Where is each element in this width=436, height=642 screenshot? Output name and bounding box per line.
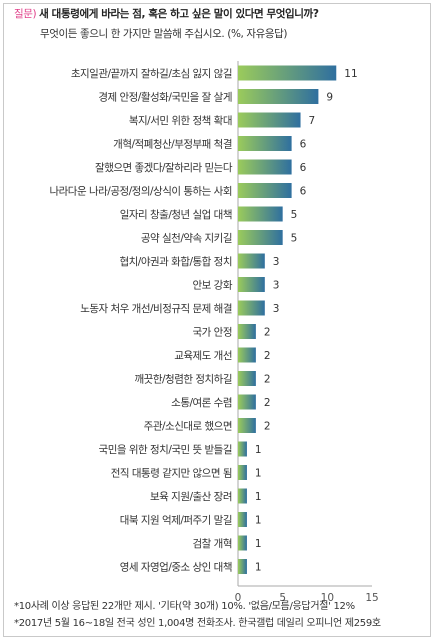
data-label: 6 bbox=[300, 139, 307, 151]
category-label: 경제 안정/활성화/국민을 잘 살게 bbox=[98, 91, 232, 104]
data-label: 5 bbox=[291, 233, 298, 245]
question-text: 새 대통령에게 바라는 점, 혹은 하고 싶은 말이 있다면 무엇입니까? bbox=[39, 8, 319, 20]
data-label: 3 bbox=[273, 256, 280, 268]
category-label: 초지일관/끝까지 잘하길/초심 잃지 않길 bbox=[71, 67, 232, 80]
bar bbox=[238, 465, 247, 480]
data-label: 1 bbox=[255, 538, 262, 550]
category-label: 공약 실천/약속 지키길 bbox=[141, 232, 232, 245]
bar bbox=[238, 136, 292, 151]
footnote-2: *2017년 5월 16~18일 전국 성인 1,004명 전화조사. 한국갤럽… bbox=[14, 618, 381, 629]
category-label: 소통/여론 수렴 bbox=[171, 396, 232, 409]
x-tick-label: 10 bbox=[321, 592, 334, 604]
bar bbox=[238, 394, 256, 410]
footnote-1: *10사례 이상 응답된 22개만 제시. '기타(약 30개) 10%. '없… bbox=[14, 601, 355, 612]
question-subtitle: 무엇이든 좋으니 한 가지만 말씀해 주십시오. (%, 자유응답) bbox=[40, 28, 288, 40]
category-label: 노동자 처우 개선/비정규직 문제 해결 bbox=[80, 302, 232, 315]
data-label: 1 bbox=[255, 468, 262, 480]
data-label: 1 bbox=[255, 562, 262, 574]
bar bbox=[238, 112, 301, 128]
data-label: 3 bbox=[273, 303, 280, 315]
data-label: 9 bbox=[326, 92, 333, 104]
bar bbox=[238, 300, 265, 316]
x-tick-label: 15 bbox=[365, 592, 378, 604]
category-label: 국가 안정 bbox=[193, 327, 232, 339]
data-label: 2 bbox=[264, 327, 271, 339]
category-label: 안보 강화 bbox=[193, 280, 233, 292]
bar bbox=[238, 230, 283, 245]
chart-frame bbox=[3, 3, 431, 637]
bar bbox=[238, 488, 247, 504]
category-label: 교육제도 개선 bbox=[174, 350, 232, 362]
category-label: 주관/소신대로 했으면 bbox=[144, 421, 232, 433]
bar bbox=[238, 512, 247, 527]
bar bbox=[238, 441, 247, 457]
category-label: 영세 자영업/중소 상인 대책 bbox=[120, 561, 232, 574]
data-label: 2 bbox=[264, 374, 271, 386]
question-title: 질문) 새 대통령에게 바라는 점, 혹은 하고 싶은 말이 있다면 무엇입니까… bbox=[14, 8, 424, 21]
x-tick-label: 5 bbox=[279, 592, 286, 604]
data-label: 11 bbox=[344, 68, 357, 80]
category-label: 검찰 개혁 bbox=[193, 538, 232, 550]
data-label: 6 bbox=[300, 186, 307, 198]
data-label: 3 bbox=[273, 280, 280, 292]
bar bbox=[238, 65, 337, 81]
category-label: 대북 지원 억제/퍼주기 말길 bbox=[120, 514, 232, 527]
bar bbox=[238, 277, 265, 292]
bar bbox=[238, 324, 256, 339]
category-label: 보육 지원/출산 장려 bbox=[150, 491, 232, 503]
category-label: 협치/야권과 화합/통합 정치 bbox=[119, 255, 232, 268]
bar bbox=[238, 347, 256, 363]
category-label: 전직 대통령 같지만 않으면 됨 bbox=[111, 468, 232, 480]
bar bbox=[238, 418, 256, 433]
category-label: 일자리 창출/청년 실업 대책 bbox=[120, 208, 232, 221]
bar bbox=[238, 535, 247, 551]
data-label: 2 bbox=[264, 397, 271, 409]
data-label: 1 bbox=[255, 515, 262, 527]
bar bbox=[238, 159, 292, 175]
category-label: 복지/서민 위한 정책 확대 bbox=[129, 114, 232, 127]
category-label: 잘했으면 좋겠다/잘하리라 믿는다 bbox=[95, 161, 233, 174]
category-label: 나라다운 나라/공정/정의/상식이 통하는 사회 bbox=[49, 185, 232, 198]
bar bbox=[238, 253, 265, 269]
category-label: 개혁/적폐청산/부정부패 척결 bbox=[113, 139, 232, 151]
x-tick-label: 0 bbox=[235, 592, 242, 604]
bar bbox=[238, 206, 283, 222]
data-label: 7 bbox=[309, 115, 316, 127]
data-label: 5 bbox=[291, 209, 298, 221]
data-label: 2 bbox=[264, 350, 271, 362]
question-prefix: 질문) bbox=[14, 8, 37, 20]
data-label: 1 bbox=[255, 491, 262, 503]
bar bbox=[238, 371, 256, 386]
bar bbox=[238, 89, 319, 104]
bar bbox=[238, 183, 292, 198]
bar bbox=[238, 559, 247, 574]
category-label: 국민을 위한 정치/국민 뜻 받들길 bbox=[99, 443, 232, 456]
category-label: 깨끗한/청렴한 정치하길 bbox=[135, 373, 232, 386]
data-label: 1 bbox=[255, 444, 262, 456]
data-label: 2 bbox=[264, 421, 271, 433]
data-label: 6 bbox=[300, 162, 307, 174]
